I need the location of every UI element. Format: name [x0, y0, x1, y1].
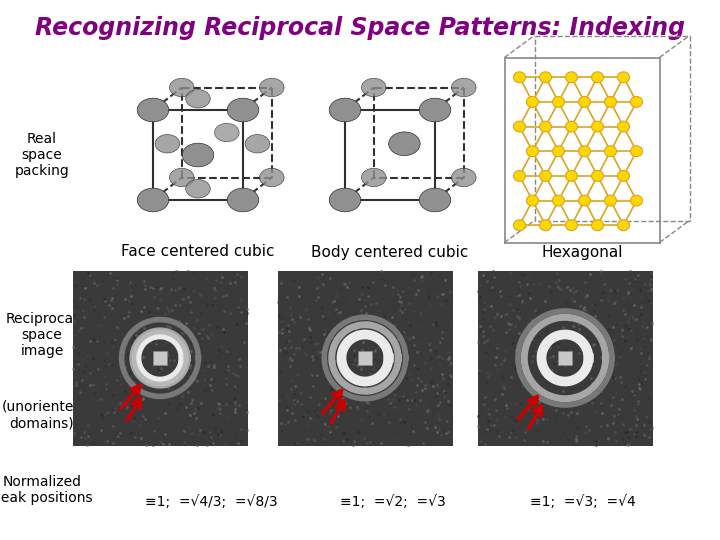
Ellipse shape [552, 97, 564, 107]
Ellipse shape [329, 188, 361, 212]
Ellipse shape [513, 121, 526, 132]
Ellipse shape [592, 72, 603, 83]
FancyBboxPatch shape [73, 271, 248, 446]
Text: Recognizing Reciprocal Space Patterns: Indexing: Recognizing Reciprocal Space Patterns: I… [35, 16, 685, 40]
Ellipse shape [578, 195, 590, 206]
Text: (unoriented
domains): (unoriented domains) [1, 400, 83, 430]
Ellipse shape [259, 168, 284, 187]
Ellipse shape [329, 98, 361, 122]
Ellipse shape [419, 98, 451, 122]
FancyBboxPatch shape [358, 351, 372, 365]
Text: Reciprocal
space
image: Reciprocal space image [6, 312, 78, 358]
FancyBboxPatch shape [558, 351, 572, 365]
Ellipse shape [513, 220, 526, 231]
Ellipse shape [565, 220, 577, 231]
Ellipse shape [513, 171, 526, 181]
Ellipse shape [526, 146, 539, 157]
Ellipse shape [526, 195, 539, 206]
FancyBboxPatch shape [277, 271, 452, 446]
Ellipse shape [228, 188, 258, 212]
Ellipse shape [451, 78, 476, 97]
Ellipse shape [138, 188, 168, 212]
Ellipse shape [605, 146, 616, 157]
Ellipse shape [389, 132, 420, 156]
Ellipse shape [451, 168, 476, 187]
Ellipse shape [592, 171, 603, 181]
Ellipse shape [578, 97, 590, 107]
Ellipse shape [631, 195, 642, 206]
Ellipse shape [259, 78, 284, 97]
Ellipse shape [605, 97, 616, 107]
Text: Hexagonal: Hexagonal [541, 245, 623, 260]
Ellipse shape [539, 121, 552, 132]
Ellipse shape [592, 220, 603, 231]
Ellipse shape [618, 220, 629, 231]
Text: ≡1;  =√3;  =√4: ≡1; =√3; =√4 [530, 495, 636, 509]
Ellipse shape [419, 188, 451, 212]
Ellipse shape [526, 97, 539, 107]
Ellipse shape [578, 146, 590, 157]
Ellipse shape [631, 146, 642, 157]
Text: Real
space
packing: Real space packing [14, 132, 69, 178]
Ellipse shape [169, 78, 194, 97]
Ellipse shape [539, 220, 552, 231]
Ellipse shape [186, 179, 210, 198]
Ellipse shape [565, 171, 577, 181]
FancyBboxPatch shape [153, 351, 167, 365]
Ellipse shape [361, 78, 386, 97]
Ellipse shape [618, 72, 629, 83]
Text: ≡1;  =√4/3;  =√8/3: ≡1; =√4/3; =√8/3 [145, 495, 278, 509]
Text: Normalized
peak positions: Normalized peak positions [0, 475, 92, 505]
Ellipse shape [605, 195, 616, 206]
Ellipse shape [539, 72, 552, 83]
Ellipse shape [618, 171, 629, 181]
Ellipse shape [592, 121, 603, 132]
Ellipse shape [552, 146, 564, 157]
Ellipse shape [245, 134, 270, 153]
Ellipse shape [186, 90, 210, 108]
Ellipse shape [552, 195, 564, 206]
Ellipse shape [513, 72, 526, 83]
FancyBboxPatch shape [477, 271, 652, 446]
Text: Body centered cubic: Body centered cubic [311, 245, 469, 260]
Ellipse shape [155, 134, 180, 153]
Ellipse shape [169, 168, 194, 187]
Ellipse shape [539, 171, 552, 181]
Text: Face centered cubic: Face centered cubic [121, 245, 275, 260]
Text: ≡1;  =√2;  =√3: ≡1; =√2; =√3 [340, 495, 446, 509]
Ellipse shape [228, 98, 258, 122]
Ellipse shape [138, 98, 168, 122]
Ellipse shape [361, 168, 386, 187]
Ellipse shape [631, 97, 642, 107]
Ellipse shape [565, 121, 577, 132]
Ellipse shape [215, 123, 239, 141]
Ellipse shape [182, 143, 214, 167]
Ellipse shape [618, 121, 629, 132]
Ellipse shape [565, 72, 577, 83]
